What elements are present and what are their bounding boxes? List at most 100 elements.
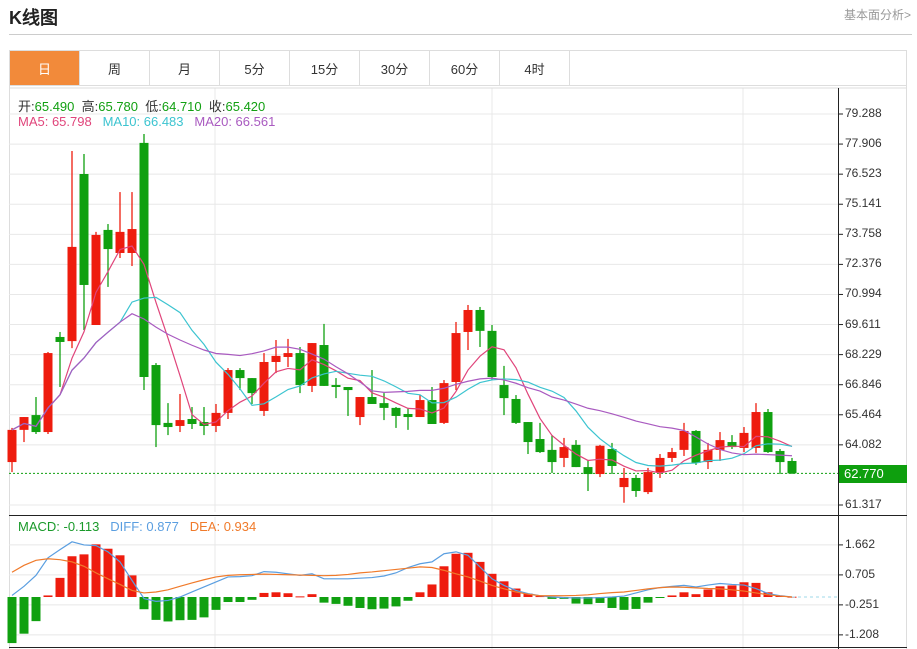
candle-body	[103, 229, 113, 250]
candle-body	[655, 457, 665, 473]
tab-4hour[interactable]: 4时	[500, 51, 570, 85]
macd-bar	[79, 554, 89, 597]
candle-body	[571, 444, 581, 468]
macd-bar	[739, 582, 749, 597]
candle-body	[703, 449, 713, 463]
candle-body	[511, 398, 521, 423]
diff-value: DIFF: 0.877	[110, 519, 179, 534]
macd-bar	[19, 597, 29, 634]
y-tick-label: 1.662	[845, 536, 876, 551]
macd-bar	[247, 597, 257, 600]
macd-bar	[571, 597, 581, 604]
macd-bar	[391, 597, 401, 607]
macd-bar	[511, 588, 521, 597]
candle-body	[499, 385, 509, 399]
macd-bar	[679, 592, 689, 597]
macd-bar	[295, 596, 305, 598]
candle-body	[223, 370, 233, 413]
y-tick-label: 75.141	[845, 196, 882, 211]
candle-body	[379, 403, 389, 408]
candle-body	[763, 412, 773, 453]
dea-value: DEA: 0.934	[189, 519, 257, 534]
tab-30min[interactable]: 30分	[360, 51, 430, 85]
macd-bar	[271, 592, 281, 597]
macd-bar	[223, 597, 233, 603]
tab-15min[interactable]: 15分	[290, 51, 360, 85]
candle-body	[583, 467, 593, 475]
candle-body	[283, 353, 293, 357]
macd-bar	[7, 597, 17, 644]
macd-bar	[643, 597, 653, 603]
candle-body	[751, 412, 761, 448]
candle-body	[91, 234, 101, 326]
macd-bar	[415, 592, 425, 597]
tab-60min[interactable]: 60分	[430, 51, 500, 85]
macd-bar	[319, 597, 329, 603]
macd-bar	[631, 597, 641, 609]
page-title: K线图	[9, 8, 58, 28]
candle-body	[367, 397, 377, 404]
candle-body	[787, 460, 797, 474]
candle-body	[559, 447, 569, 458]
y-tick-label: 68.229	[845, 346, 882, 361]
candle-body	[343, 387, 353, 391]
ma20-value: MA20: 66.561	[194, 114, 276, 129]
macd-bar	[751, 582, 761, 597]
candle-body	[715, 440, 725, 450]
candle-body	[691, 430, 701, 463]
candle-body	[739, 432, 749, 448]
chart-frame	[9, 86, 907, 649]
tab-month[interactable]: 月	[150, 51, 220, 85]
high-value: 65.780	[98, 99, 139, 114]
fundamental-analysis-link[interactable]: 基本面分析>	[843, 8, 911, 22]
macd-bar	[439, 566, 449, 597]
candle-body	[247, 378, 257, 394]
y-tick-label: 73.758	[845, 226, 882, 241]
candle-body	[31, 415, 41, 433]
y-tick-label: 72.376	[845, 256, 882, 271]
macd-bar	[343, 597, 353, 606]
macd-bar	[235, 597, 245, 603]
macd-bar	[43, 595, 53, 597]
tab-5min[interactable]: 5分	[220, 51, 290, 85]
macd-bar	[691, 594, 701, 597]
macd-bar	[115, 555, 125, 597]
candle-body	[115, 231, 125, 253]
candle-body	[607, 449, 617, 466]
ohlc-info: 开:65.490 高:65.780 低:64.710 收:65.420	[18, 96, 265, 115]
macd-bar	[427, 584, 437, 597]
y-tick-label: 76.523	[845, 166, 882, 181]
tab-week[interactable]: 周	[80, 51, 150, 85]
ma-info: MA5: 65.798 MA10: 66.483 MA20: 66.561	[18, 114, 275, 129]
tab-day[interactable]: 日	[10, 51, 80, 85]
high-label: 高:	[81, 99, 99, 114]
macd-bar	[211, 597, 221, 610]
candle-body	[679, 430, 689, 450]
macd-bar	[331, 597, 341, 604]
candle-body	[523, 422, 533, 443]
macd-bar	[655, 597, 665, 598]
macd-bar	[175, 597, 185, 621]
macd-bar	[127, 575, 137, 597]
y-tick-label: 64.082	[845, 436, 882, 451]
y-tick-label: -1.208	[845, 626, 880, 641]
macd-bar	[475, 561, 485, 597]
last-price-label: 62.770	[839, 465, 907, 483]
candle-body	[667, 452, 677, 458]
macd-bar	[727, 585, 737, 597]
candle-body	[427, 400, 437, 424]
macd-bar	[91, 544, 101, 597]
candle-body	[487, 330, 497, 377]
macd-bar	[199, 597, 209, 618]
y-tick-label: 69.611	[845, 316, 881, 331]
macd-bar	[283, 593, 293, 597]
candle-body	[127, 229, 137, 253]
macd-bar	[67, 556, 77, 597]
macd-bar	[523, 593, 533, 597]
macd-bar	[607, 597, 617, 608]
y-tick-label: 61.317	[845, 496, 882, 511]
macd-bar	[187, 597, 197, 620]
macd-bar	[139, 597, 149, 610]
close-label: 收:	[208, 99, 226, 114]
